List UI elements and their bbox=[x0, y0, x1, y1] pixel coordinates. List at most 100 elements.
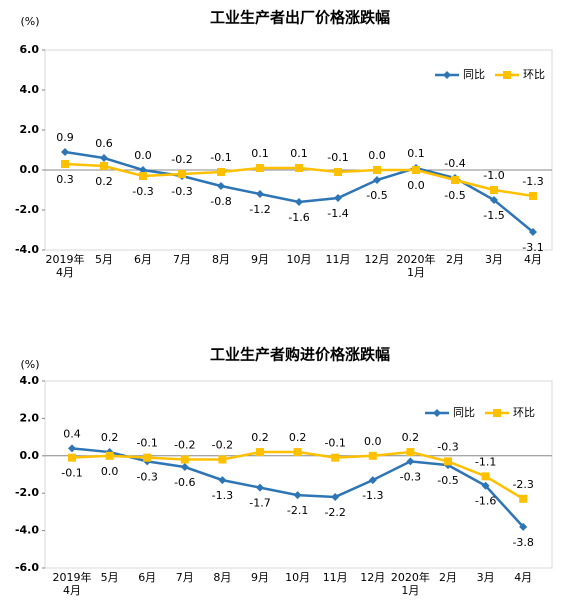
data-label: -1.0 bbox=[483, 169, 504, 182]
data-label: -1.1 bbox=[475, 455, 496, 468]
data-label: 0.6 bbox=[95, 137, 113, 150]
marker bbox=[331, 453, 340, 462]
data-label: -1.5 bbox=[483, 209, 504, 222]
marker bbox=[105, 451, 114, 460]
y-tick-label: 0.0 bbox=[20, 449, 40, 462]
x-tick-label: 3月 bbox=[485, 253, 503, 266]
data-label: -0.2 bbox=[171, 153, 192, 166]
data-label: -0.5 bbox=[366, 189, 387, 202]
data-label: -1.6 bbox=[475, 495, 496, 508]
marker bbox=[217, 168, 225, 176]
marker bbox=[61, 148, 69, 156]
data-label: -0.8 bbox=[210, 195, 231, 208]
legend-marker bbox=[493, 409, 501, 417]
chart-title: 工业生产者出厂价格涨跌幅 bbox=[210, 9, 390, 27]
marker bbox=[100, 162, 108, 170]
legend-label: 同比 bbox=[453, 406, 475, 419]
data-label: 0.2 bbox=[95, 175, 113, 188]
x-tick-label: 2019年 4月 bbox=[53, 570, 92, 597]
x-tick-label: 6月 bbox=[138, 571, 156, 584]
x-tick-label: 8月 bbox=[212, 253, 230, 266]
marker bbox=[406, 457, 415, 466]
data-label: -0.3 bbox=[171, 185, 192, 198]
data-label: 0.1 bbox=[251, 147, 269, 160]
marker bbox=[490, 186, 498, 194]
x-tick-label: 9月 bbox=[251, 253, 269, 266]
legend-label: 同比 bbox=[463, 68, 485, 81]
legend-marker bbox=[503, 71, 511, 79]
marker bbox=[295, 198, 303, 206]
data-label: 0.0 bbox=[368, 149, 386, 162]
marker bbox=[334, 168, 342, 176]
marker bbox=[293, 448, 302, 457]
marker bbox=[373, 166, 381, 174]
marker bbox=[61, 160, 69, 168]
data-label: -0.1 bbox=[61, 467, 82, 480]
marker bbox=[519, 522, 528, 531]
data-label: 0.2 bbox=[289, 431, 307, 444]
plot-frame bbox=[44, 49, 553, 251]
x-tick-label: 10月 bbox=[285, 571, 310, 584]
data-label: 0.4 bbox=[63, 427, 81, 440]
marker bbox=[334, 194, 342, 202]
x-tick-label: 7月 bbox=[173, 253, 191, 266]
legend-label: 环比 bbox=[513, 406, 535, 419]
data-label: 0.0 bbox=[101, 465, 119, 478]
legend-marker bbox=[443, 71, 451, 79]
data-label: -0.2 bbox=[212, 439, 233, 452]
marker bbox=[295, 164, 303, 172]
data-label: -2.1 bbox=[287, 504, 308, 517]
marker bbox=[481, 472, 490, 481]
data-label: 0.9 bbox=[56, 131, 74, 144]
x-tick-label: 2月 bbox=[439, 571, 457, 584]
y-tick-label: -2.0 bbox=[15, 203, 39, 216]
data-label: -0.5 bbox=[444, 189, 465, 202]
marker bbox=[481, 481, 490, 490]
data-label: -0.1 bbox=[324, 437, 345, 450]
marker bbox=[293, 491, 302, 500]
legend-label: 环比 bbox=[523, 68, 545, 81]
marker bbox=[180, 455, 189, 464]
marker bbox=[100, 154, 108, 162]
x-tick-label: 12月 bbox=[360, 571, 385, 584]
data-label: 0.2 bbox=[402, 431, 420, 444]
x-tick-label: 5月 bbox=[95, 253, 113, 266]
marker bbox=[451, 176, 459, 184]
y-tick-label: 4.0 bbox=[20, 374, 40, 387]
x-tick-label: 9月 bbox=[251, 571, 269, 584]
data-label: 0.1 bbox=[407, 147, 425, 160]
marker bbox=[368, 451, 377, 460]
marker bbox=[218, 476, 227, 485]
x-tick-label: 5月 bbox=[101, 571, 119, 584]
marker bbox=[490, 196, 498, 204]
data-label: -1.6 bbox=[288, 211, 309, 224]
x-tick-label: 2020年 1月 bbox=[397, 252, 436, 279]
marker bbox=[406, 448, 415, 457]
marker bbox=[68, 444, 76, 453]
data-label: 0.0 bbox=[407, 179, 425, 192]
data-label: -0.4 bbox=[444, 157, 465, 170]
y-tick-label: -4.0 bbox=[15, 243, 39, 256]
marker bbox=[331, 492, 340, 501]
data-label: -2.2 bbox=[324, 506, 345, 519]
x-tick-label: 6月 bbox=[134, 253, 152, 266]
data-label: 0.2 bbox=[251, 431, 269, 444]
data-label: -0.1 bbox=[136, 437, 157, 450]
y-tick-label: -4.0 bbox=[15, 524, 39, 537]
y-tick-label: -6.0 bbox=[15, 561, 39, 574]
marker bbox=[218, 455, 227, 464]
data-label: -1.3 bbox=[522, 175, 543, 188]
y-tick-label: 0.0 bbox=[20, 163, 40, 176]
data-label: -3.8 bbox=[512, 536, 533, 549]
data-label: -0.3 bbox=[400, 470, 421, 483]
data-label: 0.1 bbox=[290, 147, 308, 160]
marker bbox=[178, 170, 186, 178]
x-tick-label: 10月 bbox=[287, 253, 312, 266]
x-tick-label: 11月 bbox=[326, 253, 351, 266]
y-axis-label: (%) bbox=[20, 358, 39, 371]
marker bbox=[180, 463, 189, 472]
data-label: -0.1 bbox=[327, 151, 348, 164]
marker bbox=[139, 172, 147, 180]
marker bbox=[256, 483, 264, 492]
